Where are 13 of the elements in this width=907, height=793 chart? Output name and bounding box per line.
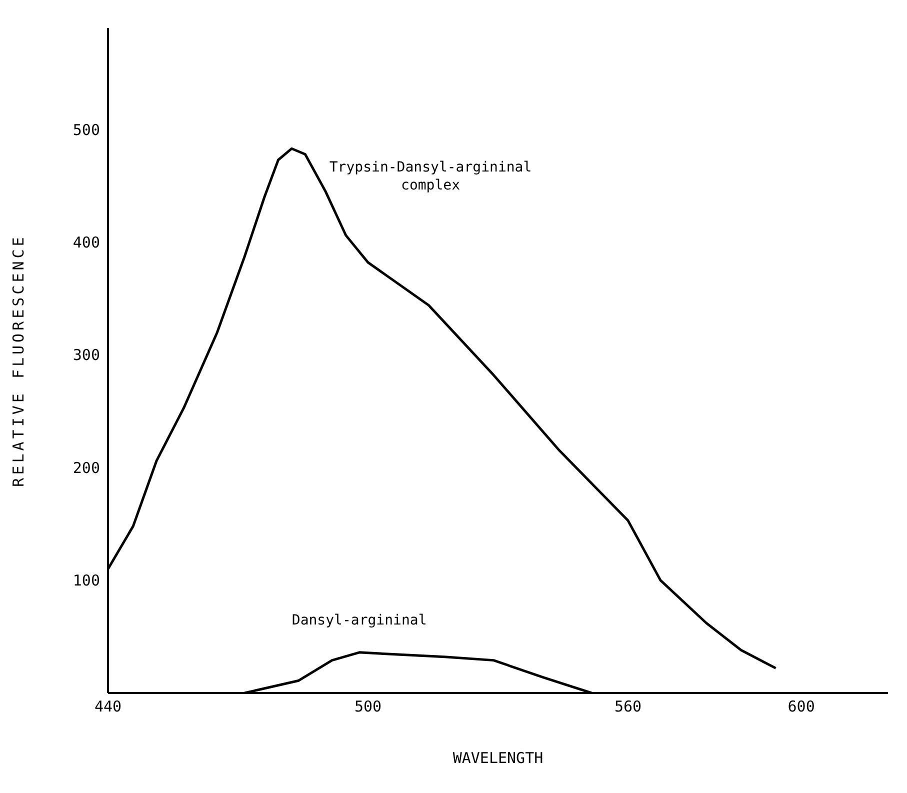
x-tick-label: 440 (94, 698, 122, 716)
x-axis-title: WAVELENGTH (452, 749, 544, 767)
x-tick-label: 560 (614, 698, 642, 716)
y-tick-label: 500 (72, 120, 100, 139)
y-tick-label: 300 (72, 346, 100, 364)
y-axis-title: RELATIVE FLUORESCENCE (9, 234, 28, 487)
series-label: Trypsin-Dansyl-argininal complex (329, 159, 532, 194)
y-tick-label: 400 (72, 233, 100, 252)
y-tick-label: 200 (72, 458, 100, 477)
y-tick-label: 100 (72, 572, 100, 590)
x-tick-label: 600 (788, 698, 815, 716)
x-tick-label: 500 (354, 698, 382, 716)
series-label: Dansyl-argininal (292, 612, 427, 628)
